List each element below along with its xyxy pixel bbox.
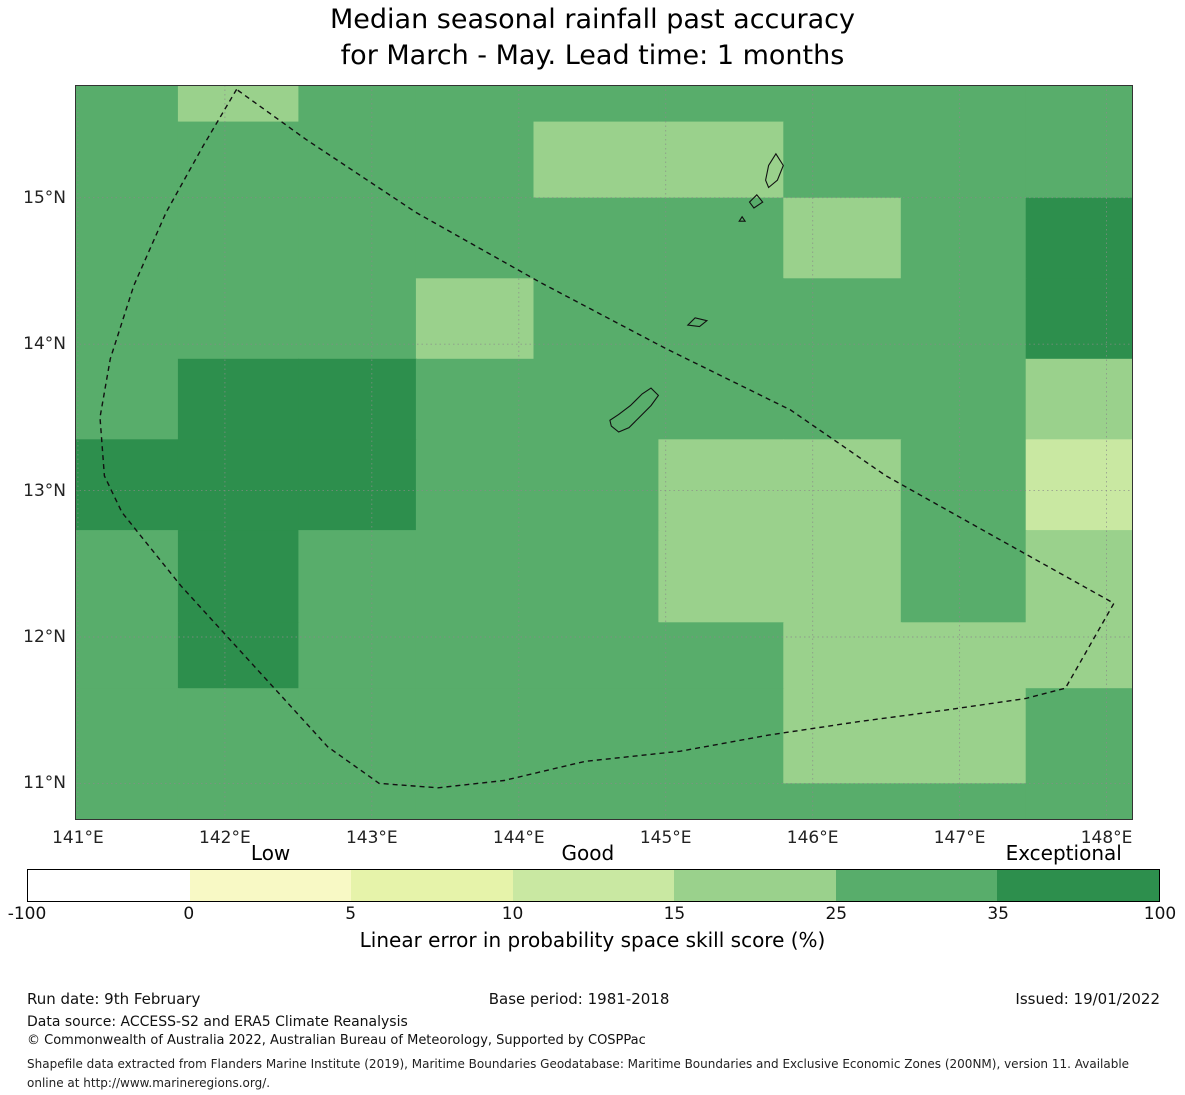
- y-tick-label: 11°N: [23, 773, 66, 794]
- colorbar-segment: [674, 870, 836, 901]
- colorbar-tick-label: 25: [825, 904, 848, 924]
- island-outline: [765, 152, 784, 189]
- island-outline: [609, 387, 660, 433]
- y-tick-label: 12°N: [23, 626, 66, 647]
- y-tick-label: 14°N: [23, 334, 66, 355]
- data-source-text: Data source: ACCESS-S2 and ERA5 Climate …: [27, 1014, 408, 1030]
- colorbar-caption: Linear error in probability space skill …: [359, 928, 826, 952]
- x-tick-label: 146°E: [786, 828, 839, 848]
- issued-date-text: Issued: 19/01/2022: [1015, 990, 1160, 1008]
- colorbar-tick-label: 35: [987, 904, 1009, 924]
- colorbar-tick-label: -100: [7, 904, 47, 924]
- colorbar-tick-label: 15: [663, 904, 686, 924]
- x-tick-label: 141°E: [52, 828, 104, 848]
- footer-meta-row: Run date: 9th February Base period: 1981…: [27, 990, 1160, 1008]
- chart-title: Median seasonal rainfall past accuracy f…: [0, 2, 1185, 74]
- colorbar-segment: [835, 870, 998, 901]
- run-date-text: Run date: 9th February: [27, 990, 201, 1008]
- colorbar: [27, 869, 1160, 902]
- eez-boundary-outline: [99, 88, 1115, 789]
- y-tick-label: 15°N: [23, 187, 66, 208]
- chart-title-line2: for March - May. Lead time: 1 months: [340, 40, 845, 71]
- base-period-text: Base period: 1981-2018: [488, 990, 670, 1008]
- chart-title-line1: Median seasonal rainfall past accuracy: [330, 4, 855, 35]
- x-tick-label: 144°E: [492, 828, 545, 848]
- colorbar-tick-label: 100: [1143, 904, 1177, 924]
- copyright-text: © Commonwealth of Australia 2022, Austra…: [27, 1033, 646, 1048]
- colorbar-category-label: Exceptional: [1005, 841, 1122, 865]
- island-outline: [738, 215, 747, 222]
- y-tick-label: 13°N: [23, 480, 66, 501]
- colorbar-category-label: Good: [561, 841, 615, 865]
- map-plot: [75, 85, 1133, 820]
- colorbar-tick-label: 5: [345, 904, 357, 924]
- colorbar-category-label: Low: [250, 841, 291, 865]
- x-tick-label: 145°E: [639, 828, 692, 848]
- x-tick-label: 143°E: [345, 828, 398, 848]
- colorbar-tick-label: 0: [183, 904, 195, 924]
- colorbar-segment: [351, 870, 513, 901]
- colorbar-segment: [997, 870, 1160, 901]
- colorbar-segment: [512, 870, 675, 901]
- x-tick-label: 142°E: [199, 828, 251, 848]
- island-outline: [748, 193, 764, 209]
- colorbar-segment: [28, 870, 190, 901]
- heatmap-canvas: [75, 85, 1133, 820]
- colorbar-segment: [189, 870, 352, 901]
- island-outline: [686, 317, 709, 328]
- x-tick-label: 147°E: [933, 828, 986, 848]
- x-tick-label: 148°E: [1080, 828, 1133, 848]
- shapefile-note-text: Shapefile data extracted from Flanders M…: [27, 1057, 1130, 1090]
- colorbar-tick-label: 10: [501, 904, 524, 924]
